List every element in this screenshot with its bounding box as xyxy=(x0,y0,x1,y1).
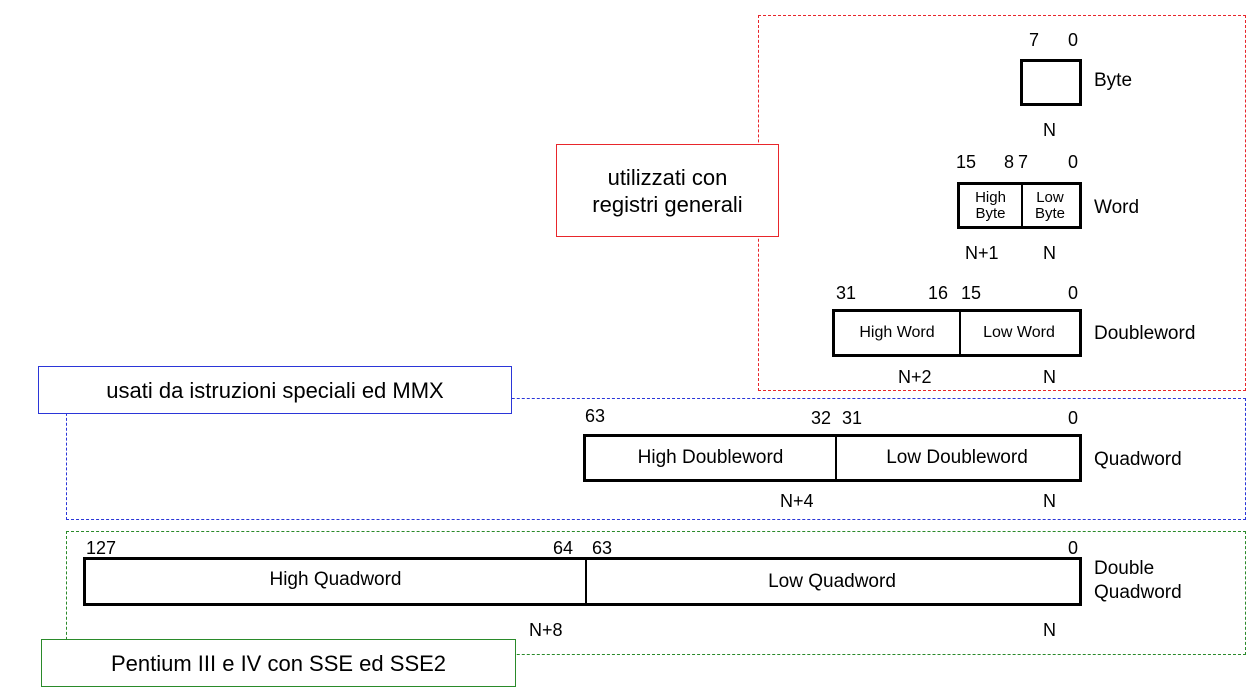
general-registers-note: utilizzati con registri generali xyxy=(556,144,779,237)
dqword-low-cell: Low Quadword xyxy=(585,560,1079,603)
dword-addr-high: N+2 xyxy=(898,367,932,387)
dqword-addr-low: N xyxy=(1043,620,1056,640)
dqword-low-text: Low Quadword xyxy=(768,570,896,592)
dword-low-word-cell: Low Word xyxy=(959,312,1079,354)
byte-bit-high: 7 xyxy=(1029,30,1040,50)
qword-low-text: Low Doubleword xyxy=(886,447,1028,468)
mmx-region xyxy=(66,398,1246,520)
dqword-addr-high: N+8 xyxy=(529,620,563,640)
qword-bit-32: 32 xyxy=(811,408,832,428)
word-low-line2: Byte xyxy=(1034,204,1065,222)
dqword-bit-64: 64 xyxy=(553,538,574,558)
dword-high-word-cell: High Word xyxy=(835,312,961,354)
word-label: Word xyxy=(1094,197,1140,218)
sse-note: Pentium III e IV con SSE ed SSE2 xyxy=(41,639,516,687)
dword-low-word-text: Low Word xyxy=(983,324,1055,341)
double-quadword-label-line1: Double xyxy=(1094,558,1155,579)
word-bit-8: 8 xyxy=(1004,152,1015,172)
qword-bit-31: 31 xyxy=(842,408,863,428)
quadword-box: High Doubleword Low Doubleword xyxy=(583,434,1082,482)
double-quadword-box: High Quadword Low Quadword xyxy=(83,557,1082,606)
dword-bit-31: 31 xyxy=(836,283,857,303)
word-bit-0: 0 xyxy=(1068,152,1079,172)
double-quadword-label-line2: Quadword xyxy=(1094,582,1182,603)
dqword-bit-0: 0 xyxy=(1068,538,1079,558)
dword-bit-0: 0 xyxy=(1068,283,1079,303)
double-quadword-label: Double Quadword xyxy=(1094,557,1182,605)
quadword-label: Quadword xyxy=(1094,449,1182,470)
qword-bit-63: 63 xyxy=(585,406,606,426)
word-bit-15: 15 xyxy=(956,152,977,172)
dword-bit-15: 15 xyxy=(961,283,982,303)
byte-addr: N xyxy=(1043,120,1056,140)
word-box: High Byte Low Byte xyxy=(957,182,1082,229)
word-high-line2: Byte xyxy=(975,204,1006,222)
qword-high-text: High Doubleword xyxy=(637,447,784,468)
dqword-high-text: High Quadword xyxy=(269,569,402,590)
qword-high-cell: High Doubleword xyxy=(586,437,837,479)
qword-addr-high: N+4 xyxy=(780,491,814,511)
word-low-byte-cell: Low Byte xyxy=(1021,185,1079,226)
dword-high-word-text: High Word xyxy=(859,324,935,341)
general-note-line2: registri generali xyxy=(592,191,743,217)
dword-bit-16: 16 xyxy=(928,283,949,303)
dqword-bit-127: 127 xyxy=(86,538,117,558)
mmx-note-text: usati da istruzioni speciali ed MMX xyxy=(106,377,444,403)
dword-addr-low: N xyxy=(1043,367,1056,387)
word-addr-high: N+1 xyxy=(965,243,999,263)
word-high-byte-cell: High Byte xyxy=(960,185,1023,226)
mmx-note: usati da istruzioni speciali ed MMX xyxy=(38,366,512,414)
byte-bit-low: 0 xyxy=(1068,30,1079,50)
doubleword-box: High Word Low Word xyxy=(832,309,1082,357)
dqword-high-cell: High Quadword xyxy=(86,560,587,603)
dqword-bit-63: 63 xyxy=(592,538,613,558)
general-note-line1: utilizzati con xyxy=(607,164,728,190)
word-addr-low: N xyxy=(1043,243,1056,263)
byte-box xyxy=(1020,59,1082,106)
word-bit-7: 7 xyxy=(1018,152,1029,172)
doubleword-label: Doubleword xyxy=(1094,323,1196,344)
byte-label: Byte xyxy=(1094,70,1133,91)
sse-region xyxy=(66,531,1246,655)
sse-note-text: Pentium III e IV con SSE ed SSE2 xyxy=(110,650,447,676)
qword-bit-0: 0 xyxy=(1068,408,1079,428)
qword-addr-low: N xyxy=(1043,491,1056,511)
qword-low-cell: Low Doubleword xyxy=(835,437,1079,479)
word-low-line1: Low xyxy=(1036,188,1064,206)
word-high-line1: High xyxy=(975,188,1006,206)
